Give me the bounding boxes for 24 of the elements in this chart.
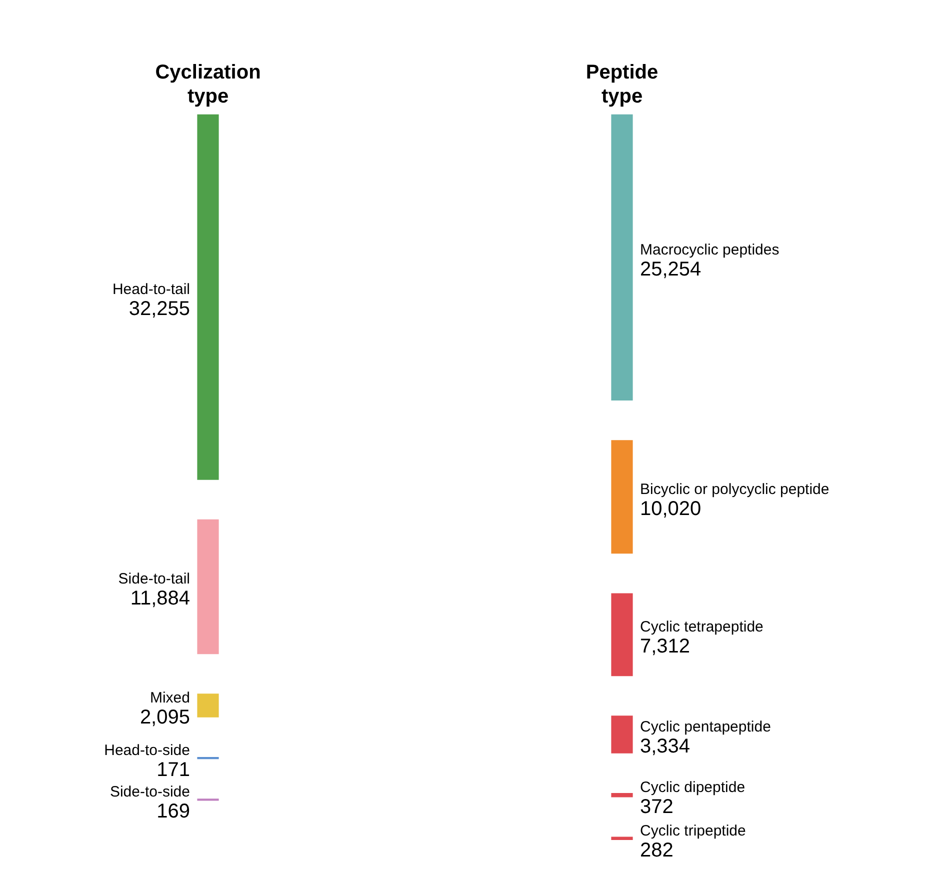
category-label: Cyclic tetrapeptide (640, 618, 764, 636)
category-label: Side-to-tail (118, 570, 190, 588)
text: Peptide type (586, 61, 658, 108)
category-label: Head-to-side (104, 742, 190, 760)
text: Cyclization type (155, 61, 261, 108)
data-label: 32,255 (128, 298, 190, 320)
data-label: 3,334 (640, 736, 690, 758)
category-label: Mixed (150, 690, 190, 707)
data-label: 25,254 (640, 258, 702, 280)
category-label: Cyclic pentapeptide (640, 718, 771, 736)
data-label: 7,312 (640, 636, 690, 658)
category-label: Macrocyclic peptides (640, 241, 780, 258)
data-label: 10,020 (640, 498, 702, 520)
category-label: Head-to-tail (112, 281, 190, 298)
category-label: Cyclic dipeptide (640, 779, 746, 796)
data-label: 169 (156, 800, 190, 823)
data-label: 282 (640, 839, 674, 862)
data-label: 11,884 (130, 588, 190, 610)
data-label: 2,095 (140, 706, 190, 729)
category-label: Bicyclic or polycyclic peptide (640, 480, 830, 498)
category-label: Cyclic tripeptide (640, 822, 746, 840)
data-label: 372 (640, 796, 674, 818)
category-label: Side-to-side (110, 784, 190, 801)
data-label: 171 (156, 759, 190, 782)
